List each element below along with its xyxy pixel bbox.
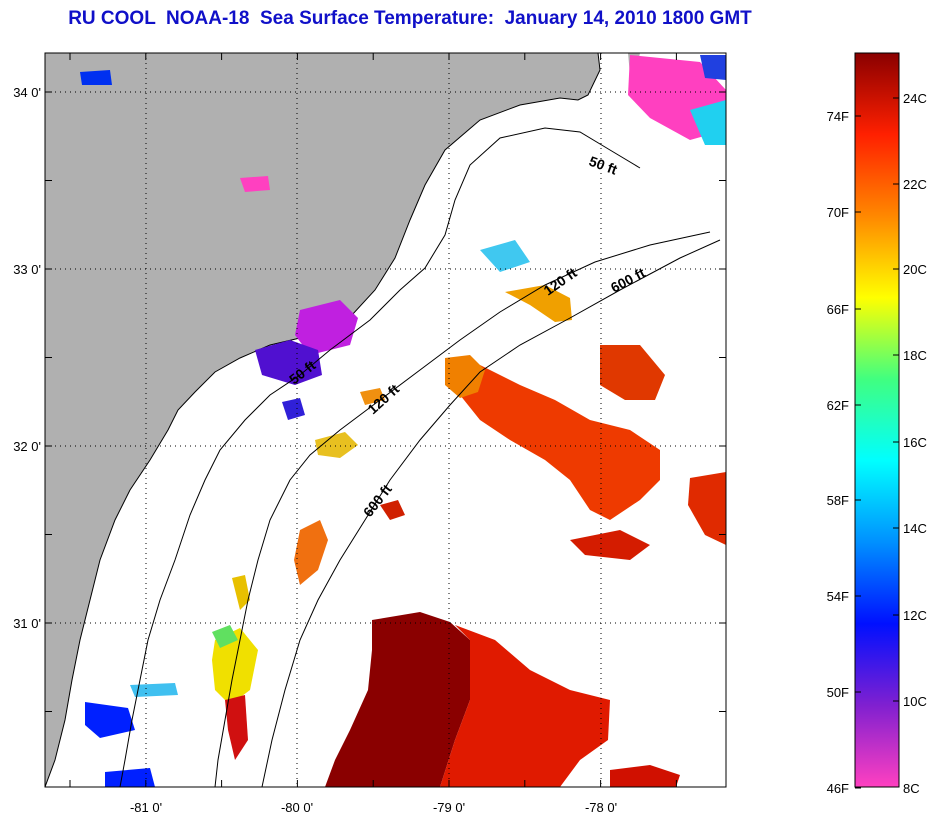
latitude-label-32: 32 0' <box>13 439 41 454</box>
sst-patch-cyan-southwest <box>130 683 178 697</box>
sst-patch-red-southeast <box>440 625 610 787</box>
sst-patch-yellow-west <box>232 575 250 610</box>
sst-patch-orange-central <box>445 355 485 398</box>
sst-patch-red-east-edge <box>688 472 726 545</box>
sst-patch-blue-northeast <box>700 55 726 80</box>
axis-ticks <box>45 53 726 787</box>
longitude-label-79: -79 0' <box>433 800 465 815</box>
sst-patch-red-central <box>450 360 660 520</box>
latitude-label-34: 34 0' <box>13 85 41 100</box>
sst-patch-red-northeast <box>600 345 665 400</box>
isobath-contours <box>119 127 721 787</box>
sst-patch-red-scatter <box>570 530 650 560</box>
sst-patch-warm-core <box>325 612 470 787</box>
sst-data-patches <box>80 55 726 787</box>
sst-patch-orange-west <box>294 520 328 585</box>
land-area <box>45 53 600 787</box>
sst-patch-red-small-south <box>610 765 680 787</box>
sst-patch-blue-north <box>282 398 305 420</box>
sst-patch-yellow-midshelf <box>315 432 358 458</box>
sst-patch-magenta-inland <box>240 176 270 192</box>
sst-patch-red-southwest <box>225 695 248 760</box>
sst-patch-cyan-northeast <box>690 100 726 145</box>
sst-patch-blue-southwest <box>85 702 135 738</box>
sst-patch-orange-upper <box>505 285 572 322</box>
sst-patch-blue-inland <box>80 70 112 85</box>
sst-patch-purple-north <box>255 340 322 385</box>
sst-patch-red-small-west <box>380 500 405 520</box>
longitude-label-81: -81 0' <box>130 800 162 815</box>
sst-patch-green-southwest <box>212 625 238 648</box>
longitude-label-78: -78 0' <box>585 800 617 815</box>
latitude-label-31: 31 0' <box>13 616 41 631</box>
sst-patch-cyan-upper <box>480 240 530 272</box>
isobath-600ft <box>261 239 721 787</box>
latitude-label-33: 33 0' <box>13 262 41 277</box>
map-frame <box>44 52 727 788</box>
map-title: RU COOL NOAA-18 Sea Surface Temperature:… <box>68 8 752 29</box>
isobath-120ft <box>214 231 711 787</box>
sst-patch-blue-south <box>105 768 155 787</box>
coastline <box>45 53 601 787</box>
graticule <box>45 53 726 787</box>
isobath-50ft <box>119 127 641 787</box>
longitude-label-80: -80 0' <box>281 800 313 815</box>
